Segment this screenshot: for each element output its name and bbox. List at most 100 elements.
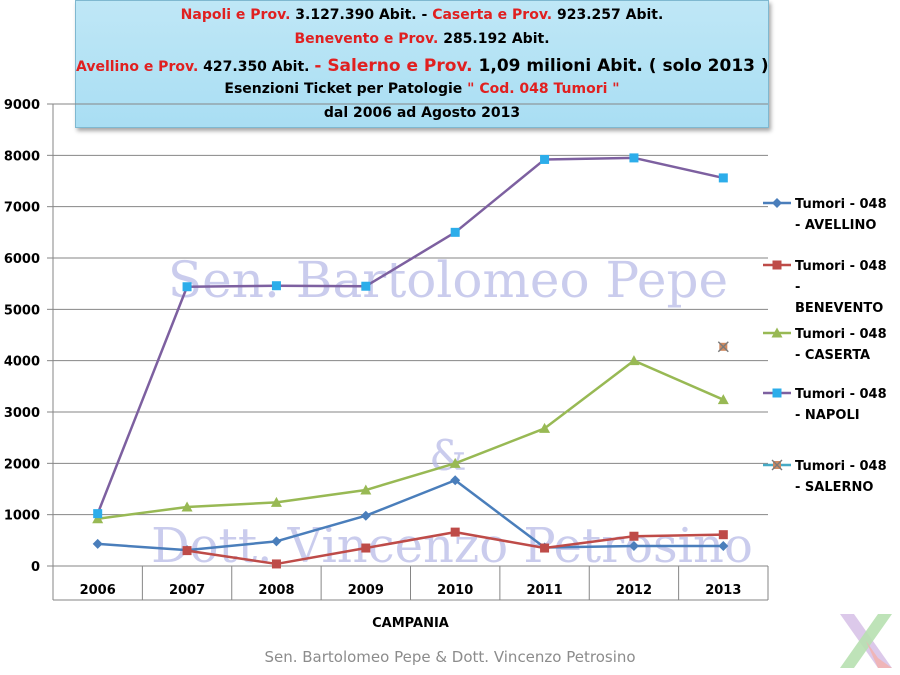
data-point-avellino [450,475,461,486]
data-point-avellino [718,540,729,551]
legend-entry-benevento: Tumori - 048 - BENEVENTO [763,259,887,316]
y-tick-label: 0 [31,560,40,575]
title-napoli-value: 3.127.390 Abit. - [290,7,433,23]
watermark: Sen. Bartolomeo Pepe & Dott. Vincenzo Pe… [151,251,753,574]
legend: Tumori - 048 - AVELLINO Tumori - 048 - BENEV… [763,197,887,495]
footer-credit: Sen. Bartolomeo Pepe & Dott. Vincenzo Pe… [264,648,636,666]
data-point-avellino [182,545,193,556]
x-tick-label: 2010 [437,583,473,598]
legend-label-benevento: Tumori - 048 [795,259,887,274]
x-tick-label: 2013 [705,583,741,598]
series-line-caserta [97,359,724,521]
y-tick-label: 3000 [4,406,40,421]
title-salerno-label: - Salerno e Prov. [314,56,473,76]
data-point-salerno [717,341,729,353]
title-line-5: dal 2006 ad Agosto 2013 [323,105,521,121]
x-logo-icon [840,614,892,668]
legend-label-napoli: Tumori - 048 [795,387,887,402]
legend-label-benevento: BENEVENTO [795,301,883,316]
data-point-avellino [360,510,371,521]
title-line-2: Benevento e Prov. 285.192 Abit. [76,31,768,47]
x-tick-label: 2009 [348,583,384,598]
data-point-caserta [628,355,640,366]
title-cod-text: " Cod. 048 Tumori " [467,81,620,97]
title-avellino-value: 427.350 Abit. [198,59,315,75]
watermark-line-1: Sen. Bartolomeo Pepe [168,251,728,309]
title-salerno-value: 1,09 milioni Abit. ( solo 2013 ) [472,56,769,76]
data-point-caserta [92,513,104,524]
data-point-napoli [718,173,728,183]
data-point-caserta [449,457,461,468]
marker-fill [773,461,781,469]
legend-marker-caserta [771,327,783,338]
legend-entry-napoli: Tumori - 048 - NAPOLI [763,387,887,423]
chart-title-box: Napoli e Prov. 3.127.390 Abit. - Caserta… [75,0,769,128]
marker-cross-a [717,341,729,353]
data-point-napoli [450,227,460,237]
legend-label-salerno: Tumori - 048 [795,459,887,474]
x-tick-label: 2011 [526,583,562,598]
data-point-napoli [182,282,192,292]
legend-marker-napoli [772,388,782,398]
watermark-line-2: Dott. Vincenzo Petrosino [151,518,753,574]
legend-marker-salerno [771,459,783,471]
marker-cross-b [771,459,783,471]
legend-label-avellino: - AVELLINO [795,218,876,233]
data-point-benevento [540,543,550,553]
data-point-benevento [450,527,460,537]
series-line-benevento [186,530,724,566]
title-benevento-label: Benevento e Prov. [294,31,439,47]
grid-lines [53,103,768,516]
series-caserta [92,355,729,524]
data-point-caserta [181,501,193,512]
data-point-caserta [717,394,729,405]
data-point-benevento [718,530,728,540]
x-tick-label: 2008 [258,583,294,598]
series-napoli [93,153,728,519]
title-line-3: Avellino e Prov. 427.350 Abit. - Salerno… [76,56,769,76]
series-salerno [717,341,729,353]
legend-marker-avellino [772,198,782,208]
legend-marker-benevento [772,260,782,270]
marker-fill [719,342,728,351]
data-point-benevento [182,546,192,556]
data-series [92,153,729,569]
y-tick-label: 1000 [4,509,40,524]
series-avellino [92,475,729,556]
axes: 0 1000 2000 3000 4000 5000 6000 7000 8000 9000 200… [4,98,769,631]
legend-label-caserta: Tumori - 048 [795,327,887,342]
series-line-napoli [96,156,724,515]
x-tick-label: 2007 [169,583,205,598]
y-tick-label: 7000 [4,201,40,216]
series-line-avellino [97,479,724,552]
y-tick-label: 5000 [4,303,40,318]
title-caserta-label: Caserta e Prov. [432,7,553,23]
data-point-napoli [540,154,550,164]
data-point-caserta [270,496,282,507]
data-point-avellino [92,538,103,549]
watermark-ampersand: & [429,431,466,480]
title-benevento-value: 285.192 Abit. [438,31,550,47]
data-point-napoli [629,153,639,163]
legend-entry-caserta: Tumori - 048 - CASERTA [763,327,887,363]
marker-cross-a [771,459,783,471]
data-point-caserta [539,422,551,433]
legend-entry-salerno: Tumori - 048 - SALERNO [763,459,887,495]
y-tick-label: 8000 [4,149,40,164]
legend-label-benevento: - [795,280,800,295]
data-point-napoli [361,281,371,291]
legend-label-salerno: - SALERNO [795,480,873,495]
x-axis-title: CAMPANIA [372,616,449,631]
legend-label-napoli: - NAPOLI [795,408,860,423]
title-caserta-value: 923.257 Abit. [552,7,664,23]
series-benevento [182,527,728,569]
data-point-caserta [360,484,372,495]
data-point-avellino [628,540,639,551]
data-point-napoli [93,509,103,519]
data-point-benevento [271,559,281,569]
title-avellino-label: Avellino e Prov. [76,59,199,75]
marker-cross-b [717,341,729,353]
legend-label-avellino: Tumori - 048 [795,197,887,212]
y-tick-label: 6000 [4,252,40,267]
